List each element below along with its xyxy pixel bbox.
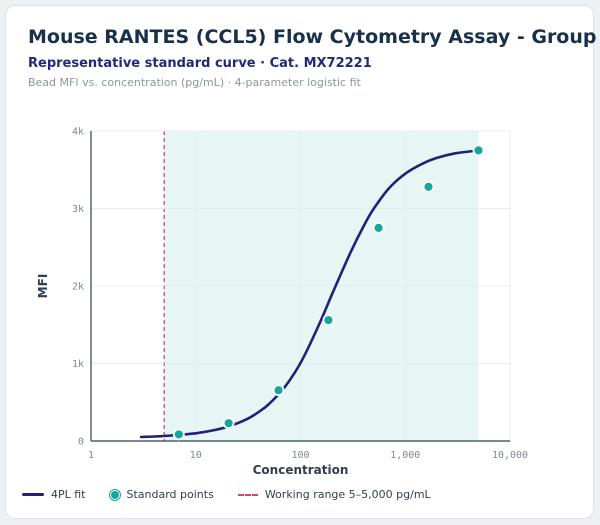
legend-dot-swatch: [109, 489, 120, 500]
x-tick-label: 1: [88, 450, 94, 461]
chart-legend: 4PL fit Standard points Working range 5–…: [22, 488, 455, 501]
y-tick-label: 0: [78, 437, 84, 448]
chart-title: Mouse RANTES (CCL5) Flow Cytometry Assay…: [28, 26, 600, 48]
legend-dash-swatch: [237, 493, 258, 496]
fit-curve-line: [139, 149, 480, 439]
legend-label-range: Working range 5–5,000 pg/mL: [264, 488, 431, 501]
standard-point[interactable]: [322, 314, 335, 327]
legend-label-points: Standard points: [126, 488, 214, 501]
y-tick-label: 2k: [72, 282, 84, 293]
x-tick-label: 100: [291, 450, 309, 461]
standard-point[interactable]: [472, 144, 485, 157]
legend-item-range[interactable]: Working range 5–5,000 pg/mL: [237, 488, 431, 501]
x-tick-label: 10,000: [492, 450, 528, 461]
chart-subtitle: Representative standard curve · Cat. MX7…: [28, 56, 372, 71]
standard-point[interactable]: [222, 417, 235, 430]
x-tick-label: 10: [190, 450, 202, 461]
x-tick-label: 1,000: [390, 450, 420, 461]
y-axis-title: MFI: [36, 274, 50, 299]
x-axis-title: Concentration: [253, 463, 349, 477]
y-tick-label: 1k: [72, 359, 84, 370]
standard-point[interactable]: [372, 221, 385, 234]
standard-point[interactable]: [272, 384, 285, 397]
legend-label-fit: 4PL fit: [51, 488, 86, 501]
legend-line-swatch: [22, 493, 44, 496]
standard-point[interactable]: [422, 180, 435, 193]
y-tick-label: 4k: [72, 127, 84, 138]
y-tick-label: 3k: [72, 204, 84, 215]
chart-caption: Bead MFI vs. concentration (pg/mL) · 4-p…: [28, 76, 361, 89]
legend-item-points[interactable]: Standard points: [109, 488, 214, 501]
legend-item-fit[interactable]: 4PL fit: [22, 488, 86, 501]
standard-point[interactable]: [172, 428, 185, 441]
